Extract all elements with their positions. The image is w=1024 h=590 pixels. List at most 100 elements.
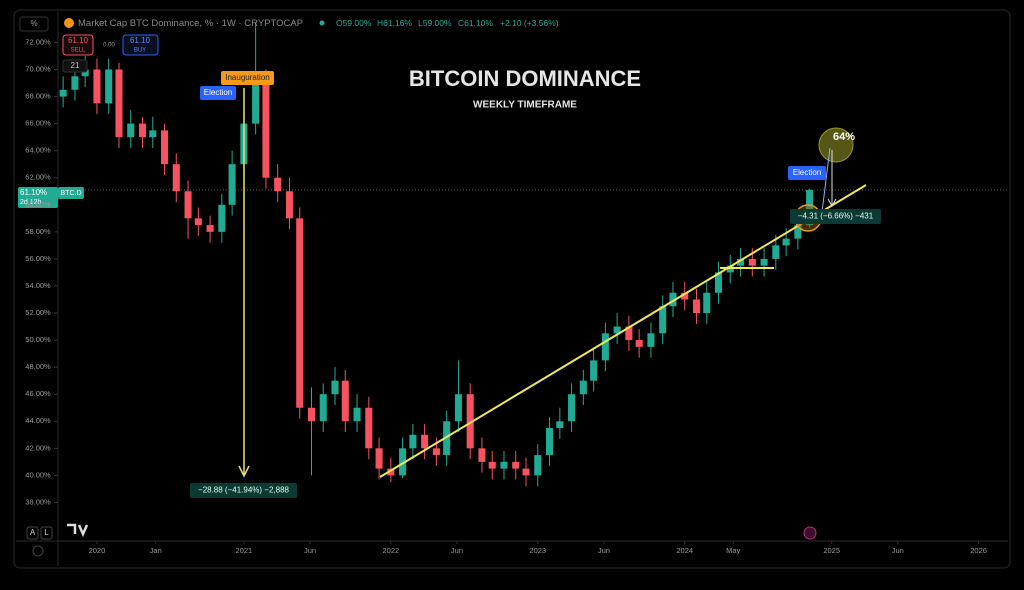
auto-scale[interactable]: A bbox=[30, 528, 36, 537]
ohlc-high: H61.16% bbox=[377, 18, 412, 28]
y-tick-label: 48.00% bbox=[25, 362, 51, 371]
candle-body bbox=[93, 69, 101, 104]
candle-body bbox=[669, 292, 677, 307]
x-tick-label: 2021 bbox=[236, 546, 253, 555]
log-scale[interactable]: L bbox=[44, 528, 49, 537]
candle-body bbox=[331, 380, 339, 395]
y-tick-label: 62.00% bbox=[25, 173, 51, 182]
x-tick-label: 2024 bbox=[676, 546, 693, 555]
auto-button[interactable] bbox=[26, 526, 39, 540]
measure-box bbox=[790, 209, 881, 224]
candle-body bbox=[466, 394, 474, 449]
x-tick-label: 2023 bbox=[529, 546, 546, 555]
settings-button[interactable] bbox=[32, 545, 44, 557]
event-label: Inauguration bbox=[225, 73, 269, 82]
x-tick-label: May bbox=[726, 546, 740, 555]
candle-body bbox=[172, 164, 180, 192]
candle-body bbox=[409, 434, 417, 449]
y-tick-label: 56.00% bbox=[25, 254, 51, 263]
candle-body bbox=[478, 448, 486, 462]
candle-body bbox=[387, 468, 395, 476]
grid bbox=[54, 41, 1008, 544]
target-label: 64% bbox=[833, 131, 855, 143]
buy-price[interactable]: 61.10 bbox=[130, 36, 151, 45]
y-tick-label: 40.00% bbox=[25, 470, 51, 479]
candle-body bbox=[488, 461, 496, 469]
ohlc-open: O59.00% bbox=[336, 18, 372, 28]
x-tick-label: Jan bbox=[150, 546, 162, 555]
event-flag bbox=[200, 86, 236, 100]
target-circle bbox=[818, 127, 854, 163]
candle-body bbox=[252, 83, 260, 124]
candle-body bbox=[681, 292, 689, 300]
frame bbox=[13, 9, 1011, 569]
btc-icon bbox=[64, 18, 74, 28]
y-tick-label: 46.00% bbox=[25, 389, 51, 398]
x-tick-label: 2026 bbox=[970, 546, 987, 555]
indicator-box[interactable] bbox=[62, 59, 88, 73]
x-tick-label: 2025 bbox=[823, 546, 840, 555]
scale-button[interactable] bbox=[19, 16, 49, 32]
candle-body bbox=[161, 130, 169, 165]
ohlc-change: +2.10 (+3.56%) bbox=[500, 18, 559, 28]
y-tick-label: 68.00% bbox=[25, 92, 51, 101]
measure-box bbox=[190, 483, 297, 498]
candle-body bbox=[194, 218, 202, 226]
candle-body bbox=[726, 265, 734, 273]
candle-body bbox=[782, 238, 790, 246]
candle-body bbox=[737, 258, 745, 266]
buy-button[interactable] bbox=[122, 34, 159, 56]
ohlc-low: L59.00% bbox=[418, 18, 452, 28]
candle-body bbox=[454, 394, 462, 422]
candle-body bbox=[353, 407, 361, 422]
candle-body bbox=[399, 448, 407, 476]
y-tick-label: 70.00% bbox=[25, 64, 51, 73]
candle-body bbox=[556, 421, 564, 429]
trend-line bbox=[379, 184, 867, 478]
candle-body bbox=[512, 461, 520, 469]
symbol: Market Cap BTC Dominance, % · 1W · CRYPT… bbox=[78, 18, 303, 29]
event-flag bbox=[788, 166, 826, 180]
arrow-head bbox=[827, 198, 837, 208]
candle-body bbox=[307, 407, 316, 422]
candle-body bbox=[81, 69, 89, 77]
candle-body bbox=[115, 69, 123, 138]
candle-body bbox=[579, 380, 587, 395]
candle-body bbox=[703, 292, 711, 314]
candle-body bbox=[341, 380, 349, 422]
candle-body bbox=[421, 434, 429, 449]
candle-body bbox=[59, 89, 67, 97]
measure-label: −28.88 (−41.94%) −2,888 bbox=[198, 486, 290, 495]
event-flag bbox=[221, 71, 274, 85]
symbol-label: BTC.D bbox=[61, 190, 82, 197]
x-tick-label: Jun bbox=[598, 546, 610, 555]
indicator[interactable]: 21 bbox=[71, 61, 80, 70]
scale-unit[interactable]: % bbox=[30, 19, 37, 28]
chart-title: BITCOIN DOMINANCE bbox=[409, 66, 641, 91]
price-label: 61.10% bbox=[20, 188, 47, 197]
event-label: Election bbox=[204, 88, 232, 97]
spread: 0.00 bbox=[103, 43, 115, 49]
candle-body bbox=[365, 407, 373, 449]
candle-body bbox=[262, 83, 270, 178]
candle-body bbox=[138, 123, 147, 138]
price-label-box bbox=[18, 187, 58, 208]
sell-label[interactable]: SELL bbox=[71, 48, 86, 54]
x-tick-label: 2020 bbox=[89, 546, 106, 555]
sell-price[interactable]: 61.10 bbox=[68, 36, 89, 45]
symbol-box bbox=[58, 187, 84, 199]
candle-body bbox=[105, 69, 113, 104]
x-tick-label: 2022 bbox=[382, 546, 399, 555]
candle-body bbox=[692, 299, 701, 314]
event-icon bbox=[803, 526, 817, 540]
buy-label[interactable]: BUY bbox=[134, 48, 146, 54]
candle-body bbox=[522, 468, 530, 476]
candle-body bbox=[149, 130, 157, 138]
status-dot bbox=[319, 20, 325, 26]
sell-button[interactable] bbox=[62, 34, 94, 56]
log-button[interactable] bbox=[40, 526, 53, 540]
y-tick-label: 58.00% bbox=[25, 227, 51, 236]
y-tick-label: 38.00% bbox=[25, 497, 51, 506]
x-tick-label: Jun bbox=[451, 546, 463, 555]
